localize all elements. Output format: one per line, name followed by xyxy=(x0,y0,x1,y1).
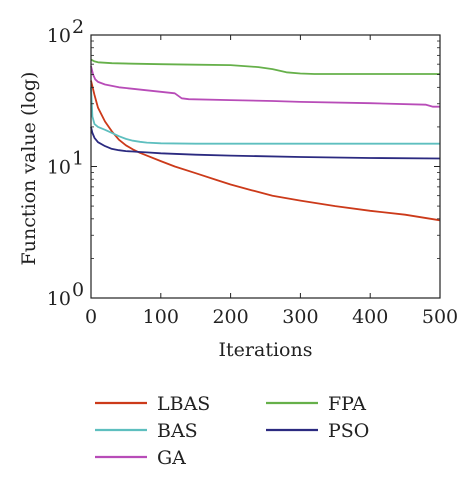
x-tick-label: 300 xyxy=(282,306,318,328)
y-tick-label: 10 xyxy=(47,157,71,179)
x-tick-label: 500 xyxy=(422,306,458,328)
y-tick-label: 10 xyxy=(47,25,71,47)
x-tick-label: 100 xyxy=(143,306,179,328)
series-line-pso xyxy=(90,126,441,160)
x-tick-label: 200 xyxy=(212,306,248,328)
legend-label-fpa: FPA xyxy=(328,393,366,415)
y-tick-label-exponent: 0 xyxy=(72,279,84,301)
series-line-fpa xyxy=(90,58,440,75)
legend: LBAS BAS GA FPA PSO xyxy=(95,393,369,469)
series-line-lbas xyxy=(90,80,441,222)
y-tick-label: 10 xyxy=(47,288,71,310)
y-axis-label: Function value (log) xyxy=(18,72,40,266)
y-tick-label-exponent: 1 xyxy=(72,148,84,170)
series-line-bas xyxy=(90,87,440,145)
x-axis-label: Iterations xyxy=(219,339,313,361)
legend-label-bas: BAS xyxy=(157,420,198,442)
x-tick-label: 0 xyxy=(85,306,97,328)
x-tick-label: 400 xyxy=(352,306,388,328)
series-line-ga xyxy=(90,65,440,108)
legend-label-ga: GA xyxy=(157,447,186,469)
legend-label-lbas: LBAS xyxy=(157,393,210,415)
y-tick-label-exponent: 2 xyxy=(72,16,84,38)
legend-label-pso: PSO xyxy=(328,420,369,442)
series-layer xyxy=(90,58,441,222)
